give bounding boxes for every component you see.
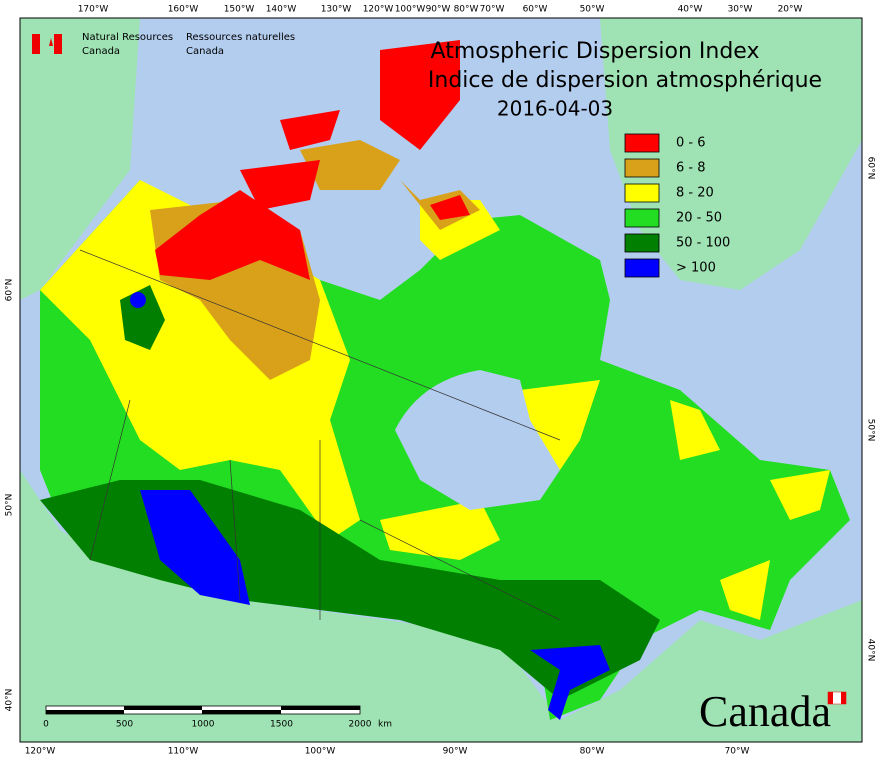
legend-label: 8 - 20	[676, 186, 714, 201]
scale-label: 1500	[270, 720, 293, 730]
graticule-labels: 170°W 160°W 150°W 140°W 130°W 120°W 100°W 90°W 8…	[5, 5, 876, 757]
lon-label-bottom: 80°W	[580, 747, 605, 757]
scale-bar-segment	[202, 710, 281, 714]
lon-label-top: 40°W	[678, 5, 703, 15]
lon-label-top: 50°W	[580, 5, 605, 15]
lon-label-top: 120°W	[363, 5, 394, 15]
date: 2016-04-03	[497, 97, 613, 121]
map-area	[19, 17, 863, 743]
lat-label-right: 40°N	[866, 639, 876, 662]
lon-label-top: 80°W	[454, 5, 479, 15]
scale-bar-segment	[281, 706, 360, 710]
lon-label-top: 60°W	[523, 5, 548, 15]
agency-block: Natural Resources Canada Ressources natu…	[32, 32, 295, 57]
legend-swatch	[624, 183, 660, 203]
alaska	[20, 18, 140, 300]
agency-en: Natural Resources	[82, 32, 173, 43]
scale-label: 500	[116, 720, 133, 730]
greenland	[600, 18, 862, 290]
legend-swatch	[624, 208, 660, 228]
legend-label: 0 - 6	[676, 136, 706, 151]
agency-en: Canada	[82, 46, 120, 57]
wordmark-flag	[828, 692, 833, 704]
flag-bar	[32, 34, 40, 54]
lon-label-top: 90°W	[426, 5, 451, 15]
scale-bar-segment	[46, 710, 124, 714]
lat-label-right: 60°N	[866, 157, 876, 180]
scale-label: 0	[43, 720, 49, 730]
wordmark-flag	[841, 692, 846, 704]
scale-bar-segment	[124, 706, 202, 710]
lat-label-right: 50°N	[866, 419, 876, 442]
lat-label-left: 60°N	[5, 279, 15, 302]
scale-label: 2000	[349, 720, 372, 730]
agency-fr: Canada	[186, 46, 224, 57]
lon-label-top: 160°W	[168, 5, 199, 15]
lon-label-bottom: 120°W	[25, 747, 56, 757]
region-over-100	[130, 292, 610, 720]
lon-label-top: 130°W	[321, 5, 352, 15]
lon-label-bottom: 110°W	[168, 747, 199, 757]
lon-label-top: 150°W	[224, 5, 255, 15]
scale-bar: 0 500 1000 1500 2000 km	[43, 705, 392, 730]
scale-unit: km	[378, 720, 392, 730]
agency-fr: Ressources naturelles	[186, 32, 295, 43]
lon-label-bottom: 100°W	[305, 747, 336, 757]
lon-label-top: 100°W	[395, 5, 426, 15]
lon-label-bottom: 90°W	[443, 747, 468, 757]
region-0-6	[155, 40, 470, 280]
legend-swatch	[624, 158, 660, 178]
lon-label-top: 170°W	[78, 5, 109, 15]
map-frame	[19, 17, 863, 743]
lon-label-top: 20°W	[778, 5, 803, 15]
legend-label: 6 - 8	[676, 161, 706, 176]
title-en: Atmospheric Dispersion Index	[431, 39, 760, 64]
legend-swatch	[624, 233, 660, 253]
hudson-bay	[395, 370, 560, 510]
lon-label-top: 30°W	[728, 5, 753, 15]
lon-label-top: 140°W	[266, 5, 297, 15]
province-borders	[79, 249, 561, 621]
lat-label-left: 50°N	[5, 494, 15, 517]
lon-label-bottom: 70°W	[725, 747, 750, 757]
title-fr: Indice de dispersion atmosphérique	[428, 68, 822, 93]
wordmark: Canada	[699, 687, 831, 736]
flag-leaf	[49, 38, 53, 46]
region-50-100	[40, 285, 660, 700]
legend-swatch	[624, 258, 660, 278]
region-8-20	[380, 200, 830, 620]
legend-swatch	[624, 133, 660, 153]
flag-bar	[54, 34, 62, 54]
lon-label-top: 70°W	[480, 5, 505, 15]
legend-label: 20 - 50	[676, 211, 722, 226]
lat-label-left: 40°N	[5, 689, 15, 712]
region-6-8	[150, 140, 480, 380]
legend-label: > 100	[676, 261, 716, 276]
united-states	[20, 470, 862, 742]
scale-label: 1000	[192, 720, 215, 730]
legend: 0 - 6 6 - 8 8 - 20 20 - 50 50 - 100 > 100	[624, 133, 730, 278]
legend-label: 50 - 100	[676, 236, 730, 251]
